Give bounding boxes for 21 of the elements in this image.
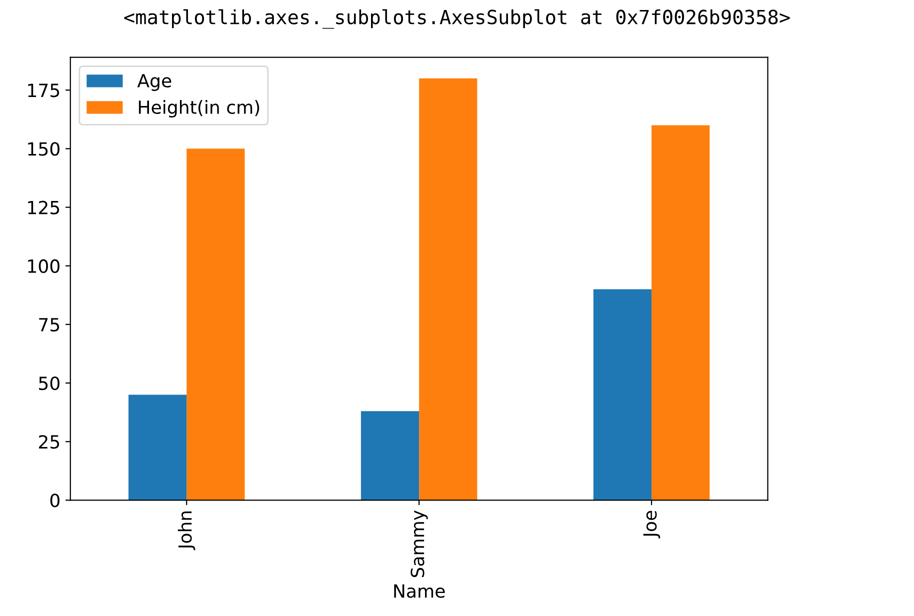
y-tick-label: 25: [39, 435, 60, 449]
legend-label: Age: [137, 74, 172, 92]
text: <matplotlib.axes._subplots.AxesSubplot at 0x7f0026b90358>: [124, 9, 790, 29]
bar: [128, 394, 187, 500]
bar: [593, 289, 652, 500]
y-tick-label: 50: [39, 376, 60, 390]
x-axis-title: Name: [394, 584, 445, 598]
x-tick-label: Sammy: [410, 510, 428, 578]
bar: [419, 78, 478, 500]
y-tick-label: 100: [28, 259, 60, 273]
y-tick-label: 175: [28, 84, 60, 98]
y-tick-label: 0: [50, 494, 60, 508]
bar: [186, 148, 245, 500]
x-tick-label: John: [178, 511, 196, 550]
y-tick-label: 150: [28, 142, 60, 156]
x-tick-label: Joe: [643, 510, 660, 538]
bar: [652, 125, 710, 500]
legend-label: Height(in cm): [138, 100, 260, 118]
bar: [360, 411, 420, 500]
y-tick-label: 125: [28, 200, 60, 214]
y-tick-label: 75: [39, 318, 60, 332]
